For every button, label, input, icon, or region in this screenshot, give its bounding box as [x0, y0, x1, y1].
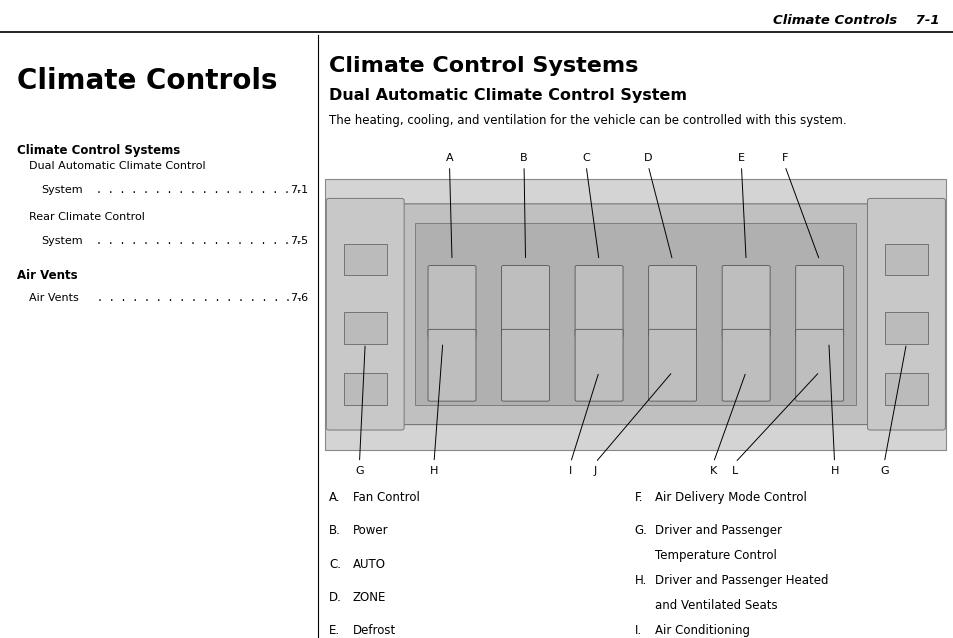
Bar [343, 244, 387, 276]
FancyBboxPatch shape [795, 329, 842, 401]
Text: AUTO: AUTO [353, 558, 386, 570]
Bar [883, 312, 927, 344]
Text: Temperature Control: Temperature Control [655, 549, 777, 562]
Text: 7-1: 7-1 [290, 185, 308, 195]
Text: H.: H. [634, 574, 646, 587]
Text: C.: C. [329, 558, 341, 570]
FancyBboxPatch shape [648, 265, 696, 338]
FancyBboxPatch shape [648, 329, 696, 401]
Text: I.: I. [634, 624, 640, 637]
Text: E: E [738, 152, 744, 163]
Text: F: F [781, 152, 787, 163]
Text: L: L [731, 466, 738, 476]
Text: D.: D. [329, 591, 341, 604]
FancyBboxPatch shape [428, 329, 476, 401]
Text: . . . . . . . . . . . . . . . . . .: . . . . . . . . . . . . . . . . . . [96, 236, 302, 246]
Text: Rear Climate Control: Rear Climate Control [29, 212, 144, 222]
Bar [343, 312, 387, 344]
Text: H: H [829, 466, 838, 476]
Text: Air Delivery Mode Control: Air Delivery Mode Control [655, 491, 806, 504]
Text: A: A [445, 152, 453, 163]
Text: Dual Automatic Climate Control System: Dual Automatic Climate Control System [329, 88, 686, 103]
FancyBboxPatch shape [721, 329, 769, 401]
Text: A.: A. [329, 491, 340, 504]
Text: F.: F. [634, 491, 642, 504]
Text: The heating, cooling, and ventilation for the vehicle can be controlled with thi: The heating, cooling, and ventilation fo… [329, 114, 846, 126]
Text: 7-6: 7-6 [290, 293, 308, 304]
Text: H: H [430, 466, 437, 476]
Bar [325, 179, 945, 450]
Text: G: G [355, 466, 363, 476]
Text: E.: E. [329, 624, 340, 637]
Text: Air Vents: Air Vents [29, 293, 78, 304]
Text: Air Vents: Air Vents [17, 269, 78, 282]
Text: ZONE: ZONE [353, 591, 386, 604]
FancyBboxPatch shape [795, 265, 842, 338]
FancyBboxPatch shape [575, 329, 622, 401]
FancyBboxPatch shape [428, 265, 476, 338]
Text: . . . . . . . . . . . . . . . . . .: . . . . . . . . . . . . . . . . . . [97, 293, 303, 304]
Text: System: System [41, 236, 83, 246]
FancyBboxPatch shape [501, 265, 549, 338]
Text: G: G [879, 466, 887, 476]
Text: G.: G. [634, 524, 646, 537]
Text: Defrost: Defrost [353, 624, 395, 637]
Bar [415, 223, 856, 405]
Text: Power: Power [353, 524, 388, 537]
FancyBboxPatch shape [575, 265, 622, 338]
Text: and Ventilated Seats: and Ventilated Seats [655, 599, 778, 612]
Text: Fan Control: Fan Control [353, 491, 419, 504]
Text: Climate Control Systems: Climate Control Systems [17, 144, 180, 156]
Text: B.: B. [329, 524, 340, 537]
Text: Climate Controls    7-1: Climate Controls 7-1 [772, 14, 939, 27]
Bar [883, 373, 927, 405]
Text: Air Conditioning: Air Conditioning [655, 624, 750, 637]
Text: Driver and Passenger Heated: Driver and Passenger Heated [655, 574, 828, 587]
FancyBboxPatch shape [721, 265, 769, 338]
Text: Dual Automatic Climate Control: Dual Automatic Climate Control [29, 161, 205, 171]
Text: Driver and Passenger: Driver and Passenger [655, 524, 781, 537]
Text: . . . . . . . . . . . . . . . . . .: . . . . . . . . . . . . . . . . . . [96, 185, 302, 195]
Text: System: System [41, 185, 83, 195]
FancyBboxPatch shape [403, 204, 867, 425]
FancyBboxPatch shape [866, 198, 944, 430]
Bar [343, 373, 387, 405]
Text: C: C [581, 152, 589, 163]
Text: B: B [519, 152, 527, 163]
FancyBboxPatch shape [326, 198, 404, 430]
Text: J: J [593, 466, 597, 476]
Text: Climate Controls: Climate Controls [17, 67, 277, 95]
Text: K: K [709, 466, 717, 476]
Text: D: D [643, 152, 652, 163]
Text: Climate Control Systems: Climate Control Systems [329, 56, 638, 76]
Bar [883, 244, 927, 276]
FancyBboxPatch shape [501, 329, 549, 401]
Text: 7-5: 7-5 [290, 236, 308, 246]
Text: I: I [568, 466, 572, 476]
